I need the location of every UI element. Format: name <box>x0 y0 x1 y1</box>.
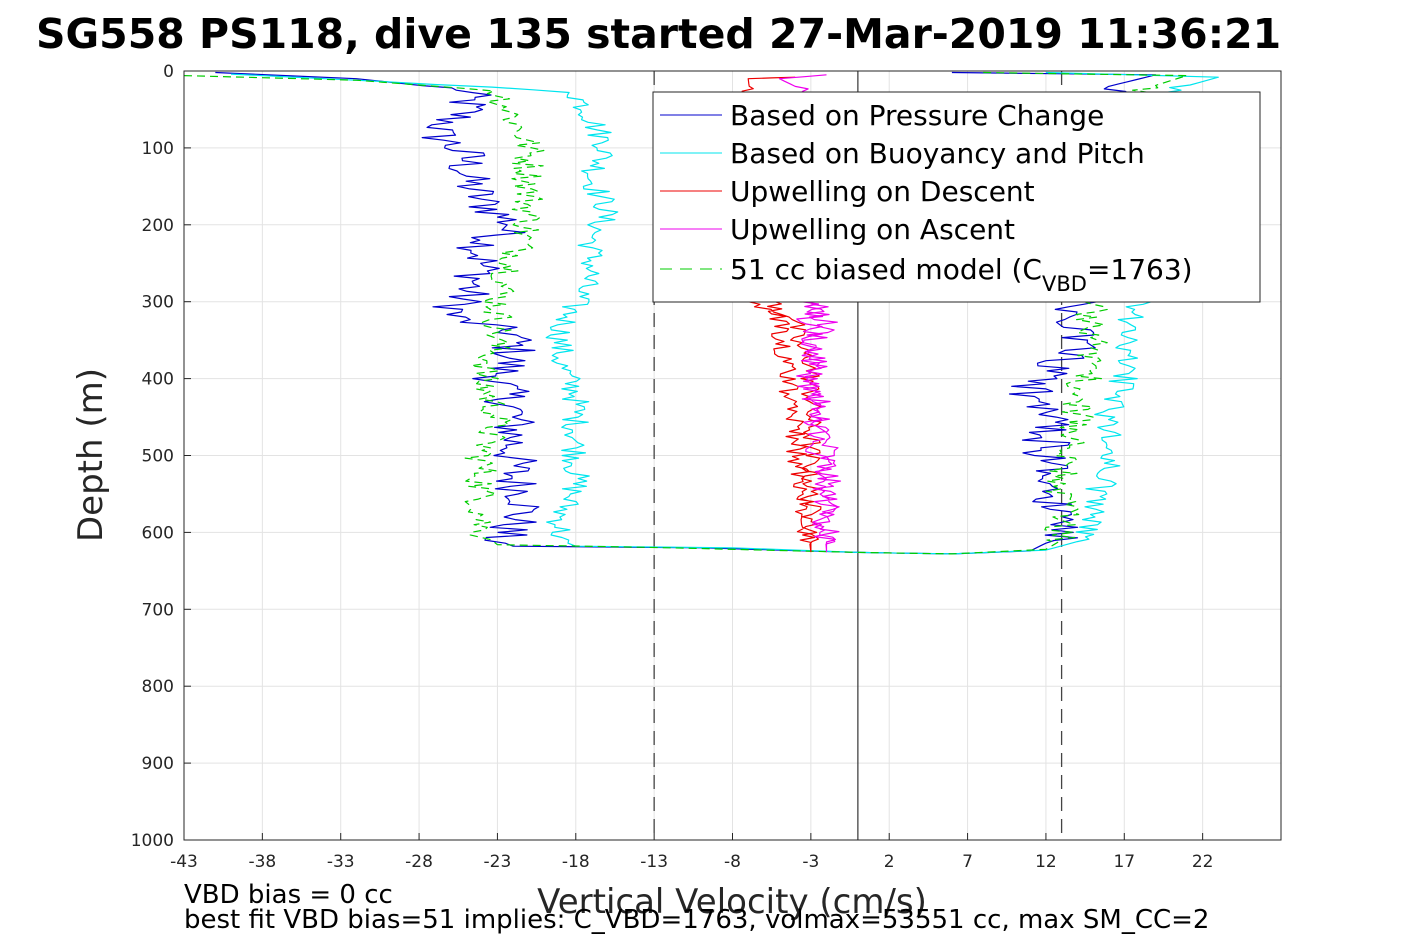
y-tick-label: 0 <box>163 62 174 82</box>
x-tick-label: -33 <box>327 852 355 872</box>
legend-label-buoyancy-pitch: Based on Buoyancy and Pitch <box>730 137 1145 170</box>
x-tick-label: -13 <box>640 852 668 872</box>
y-axis-ticks: 0 100 200 300 400 500 600 700 800 900 1000 <box>131 62 191 851</box>
y-axis-label: Depth (m) <box>71 368 111 542</box>
x-tick-label: -28 <box>405 852 433 872</box>
x-tick-label: -43 <box>170 852 198 872</box>
legend-label-pressure-change: Based on Pressure Change <box>730 99 1104 132</box>
footer-vbd-bias: VBD bias = 0 cc <box>184 880 393 910</box>
y-tick-label: 500 <box>142 447 174 467</box>
x-tick-label: 12 <box>1035 852 1057 872</box>
x-tick-label: -18 <box>562 852 590 872</box>
y-tick-label: 100 <box>142 139 174 159</box>
y-tick-label: 600 <box>142 523 174 543</box>
y-tick-label: 700 <box>142 600 174 620</box>
x-axis-ticks: -43 -38 -33 -28 -23 -18 -13 -8 -3 2 7 12 17 22 <box>170 833 1213 872</box>
x-tick-label: 7 <box>962 852 973 872</box>
legend-label-biased-model-suffix: =1763) <box>1087 253 1193 286</box>
legend-label-upwelling-ascent: Upwelling on Ascent <box>730 213 1015 246</box>
legend-label-upwelling-descent: Upwelling on Descent <box>730 175 1035 208</box>
legend-label-biased-model-subscript: VBD <box>1042 272 1087 296</box>
legend-label-biased-model: 51 cc biased model (CVBD=1763) <box>730 253 1193 296</box>
y-tick-label: 1000 <box>131 831 174 851</box>
legend-label-biased-model-prefix: 51 cc biased model (C <box>730 253 1042 286</box>
chart-title: SG558 PS118, dive 135 started 27-Mar-201… <box>36 10 1281 58</box>
x-axis-label: Vertical Velocity (cm/s) <box>537 882 927 922</box>
footer-best-fit: best fit VBD bias=51 implies: C_VBD=1763… <box>184 905 1209 935</box>
y-tick-label: 400 <box>142 370 174 390</box>
legend: Based on Pressure Change Based on Buoyan… <box>652 91 1261 303</box>
legend-box <box>652 91 1261 303</box>
y-tick-label: 300 <box>142 293 174 313</box>
y-tick-label: 900 <box>142 754 174 774</box>
x-tick-label: 22 <box>1192 852 1214 872</box>
x-tick-label: -23 <box>484 852 512 872</box>
x-tick-label: 17 <box>1113 852 1135 872</box>
x-tick-label: -3 <box>802 852 819 872</box>
x-tick-label: -8 <box>724 852 741 872</box>
x-tick-label: -38 <box>248 852 276 872</box>
y-tick-label: 800 <box>142 677 174 697</box>
x-tick-label: 2 <box>884 852 895 872</box>
y-tick-label: 200 <box>142 216 174 236</box>
